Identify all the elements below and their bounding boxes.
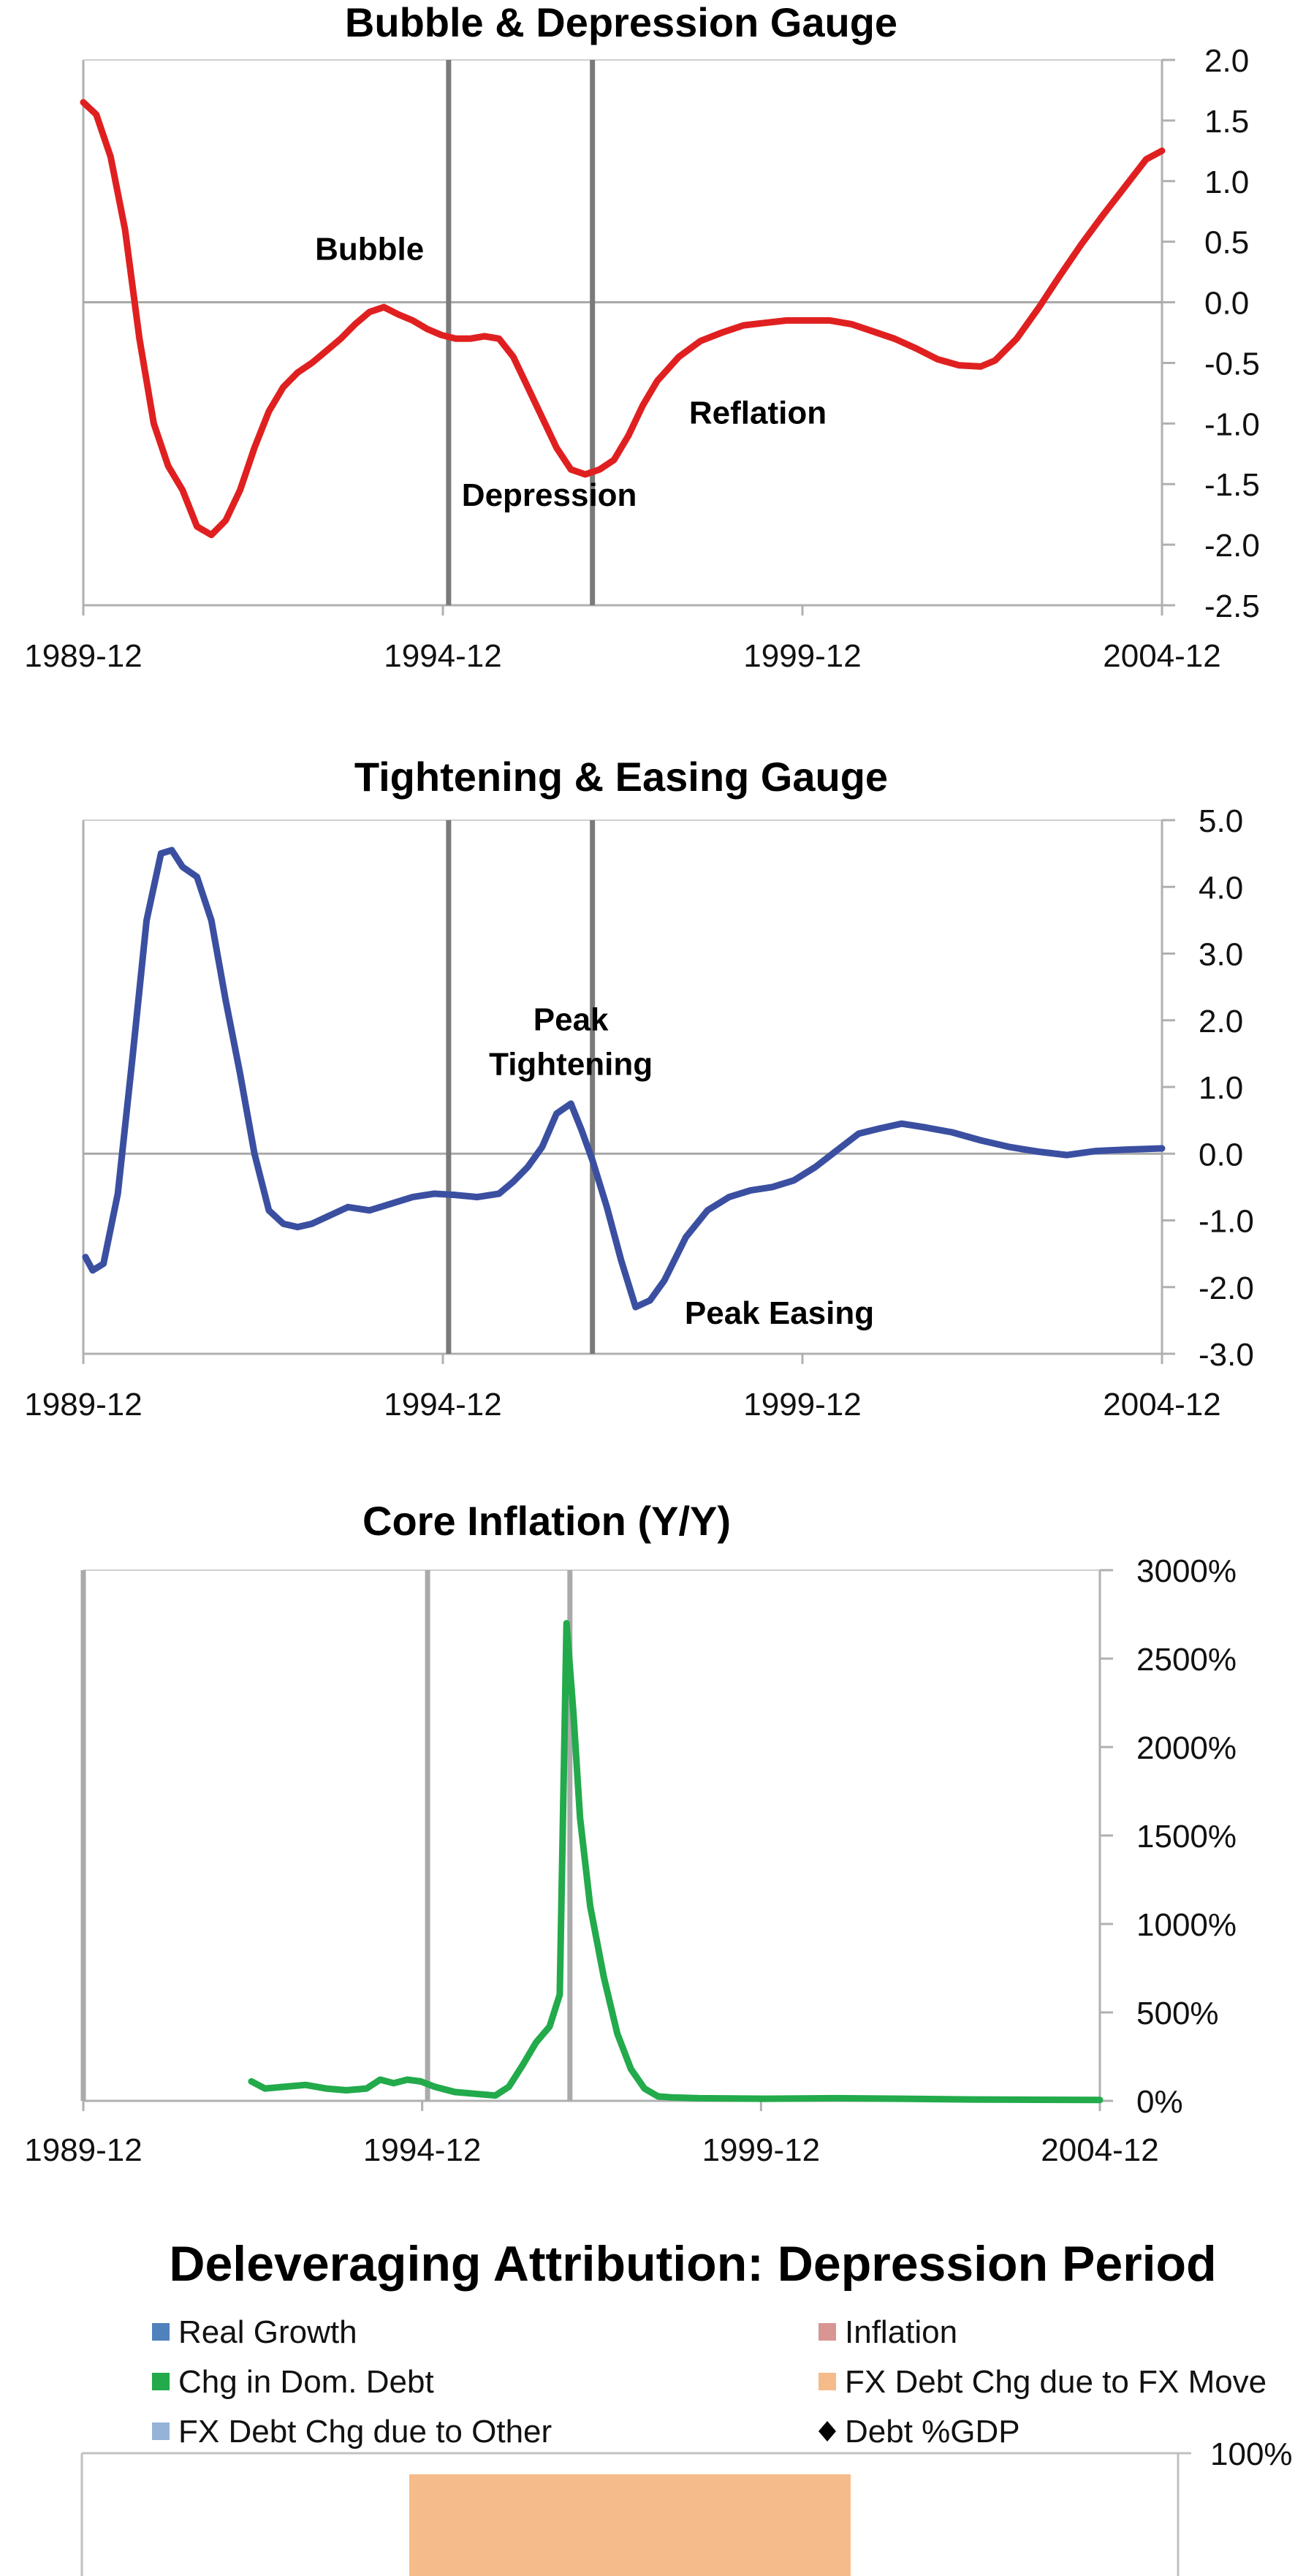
plot-area: 3000% 2500% 2000% 1500% 1000% 500% 0% 1989-12 19… xyxy=(24,1553,1237,2168)
y-tick-label: 0.5 xyxy=(1204,225,1249,261)
chart-title: Core Inflation (Y/Y) xyxy=(362,1498,731,1544)
legend-swatch xyxy=(152,2373,170,2390)
legend-label: Inflation xyxy=(845,2314,957,2350)
chart-title: Bubble & Depression Gauge xyxy=(345,0,897,45)
y-tick-label: 4.0 xyxy=(1199,870,1243,906)
plot-area: 100% xyxy=(80,2436,1293,2576)
bar-fx-debt-chg-fx-move xyxy=(409,2474,851,2576)
y-tick-label: 3000% xyxy=(1136,1553,1237,1589)
y-tick-label: -0.5 xyxy=(1204,346,1260,382)
x-tick-label: 1989-12 xyxy=(24,638,142,674)
chart-title: Tightening & Easing Gauge xyxy=(354,754,888,800)
y-tick-label: 2000% xyxy=(1136,1730,1237,1766)
y-tick-label: 1500% xyxy=(1136,1819,1237,1855)
y-tick-label: 1000% xyxy=(1136,1907,1237,1943)
y-tick-label: 1.5 xyxy=(1204,104,1249,140)
legend-item: Inflation xyxy=(819,2314,957,2350)
y-tick-label: 3.0 xyxy=(1199,937,1243,973)
legend-label: Real Growth xyxy=(178,2314,357,2350)
legend-item: FX Debt Chg due to Other xyxy=(152,2414,552,2450)
series-line xyxy=(82,846,1166,1311)
x-tick-label: 1989-12 xyxy=(24,1387,142,1423)
annotation-label: Reflation xyxy=(689,395,827,431)
y-tick-label: -3.0 xyxy=(1199,1337,1254,1373)
bubble-depression-chart: Bubble & Depression Gauge 2.0 1.5 1.0 0.5 0.… xyxy=(24,0,1260,674)
x-tick-label: 2004-12 xyxy=(1103,638,1220,674)
annotation-label: Bubble xyxy=(315,232,424,268)
legend-swatch xyxy=(152,2323,170,2341)
x-tick-label: 2004-12 xyxy=(1103,1387,1220,1423)
x-tick-label: 1994-12 xyxy=(363,2132,481,2168)
plot-area: 5.0 4.0 3.0 2.0 1.0 0.0 -1.0 -2.0 -3.0 1989-12 199… xyxy=(24,803,1254,1423)
legend-swatch xyxy=(819,2323,836,2341)
core-inflation-chart: Core Inflation (Y/Y) 3000% 2500% 2000% 1500… xyxy=(24,1498,1237,2168)
series-line xyxy=(248,1620,1104,2104)
y-tick-label: 2.0 xyxy=(1199,1004,1243,1039)
y-tick-label: -2.0 xyxy=(1204,528,1260,564)
x-tick-label: 1994-12 xyxy=(384,638,501,674)
legend-label: FX Debt Chg due to FX Move xyxy=(845,2364,1266,2400)
legend-label: Chg in Dom. Debt xyxy=(178,2364,434,2400)
y-tick-label: -1.5 xyxy=(1204,467,1260,503)
legend-item: Debt %GDP xyxy=(819,2414,1020,2450)
y-tick-label: 0.0 xyxy=(1199,1137,1243,1173)
legend-label: Debt %GDP xyxy=(845,2414,1020,2450)
y-tick-label: 5.0 xyxy=(1199,803,1243,839)
y-tick-label: 500% xyxy=(1136,1996,1219,2031)
y-tick-label: 2500% xyxy=(1136,1642,1237,1678)
legend: Real Growth Inflation Chg in Dom. Debt FX D… xyxy=(152,2314,1266,2450)
annotation-label: Peak xyxy=(533,1001,609,1037)
x-tick-label: 2004-12 xyxy=(1041,2132,1158,2168)
x-tick-label: 1999-12 xyxy=(702,2132,820,2168)
y-tick-label: 1.0 xyxy=(1204,164,1249,200)
y-tick-label: 0% xyxy=(1136,2084,1183,2120)
legend-marker-diamond xyxy=(819,2421,836,2441)
annotation-label: Peak Easing xyxy=(685,1295,874,1331)
annotation-label: Tightening xyxy=(489,1047,653,1083)
legend-label: FX Debt Chg due to Other xyxy=(178,2414,552,2450)
y-tick-label: 0.0 xyxy=(1204,286,1249,322)
y-tick-label: -2.5 xyxy=(1204,588,1260,624)
legend-swatch xyxy=(152,2422,170,2440)
y-tick-label: 2.0 xyxy=(1204,43,1249,79)
legend-item: Real Growth xyxy=(152,2314,357,2350)
x-tick-label: 1999-12 xyxy=(743,1387,861,1423)
x-tick-label: 1994-12 xyxy=(384,1387,501,1423)
x-tick-label: 1999-12 xyxy=(743,638,861,674)
legend-item: Chg in Dom. Debt xyxy=(152,2364,434,2400)
x-tick-label: 1989-12 xyxy=(24,2132,142,2168)
legend-item: FX Debt Chg due to FX Move xyxy=(819,2364,1266,2400)
tightening-easing-chart: Tightening & Easing Gauge 5.0 4.0 3.0 2.0 1.… xyxy=(24,754,1254,1423)
series-line xyxy=(80,99,1166,539)
plot-area: 2.0 1.5 1.0 0.5 0.0 -0.5 -1.0 -1.5 -2.0 -2.5 1989-… xyxy=(24,43,1260,674)
deleveraging-attribution-chart: Deleveraging Attribution: Depression Per… xyxy=(80,2236,1293,2576)
chart-title: Deleveraging Attribution: Depression Per… xyxy=(169,2236,1216,2292)
y-tick-label: -1.0 xyxy=(1204,406,1260,442)
y-tick-label: -2.0 xyxy=(1199,1270,1254,1306)
y-tick-label: -1.0 xyxy=(1199,1204,1254,1240)
y-tick-label: 1.0 xyxy=(1199,1070,1243,1106)
annotation-label: Depression xyxy=(462,477,637,513)
y-tick-label: 100% xyxy=(1210,2436,1293,2472)
legend-swatch xyxy=(819,2373,836,2390)
